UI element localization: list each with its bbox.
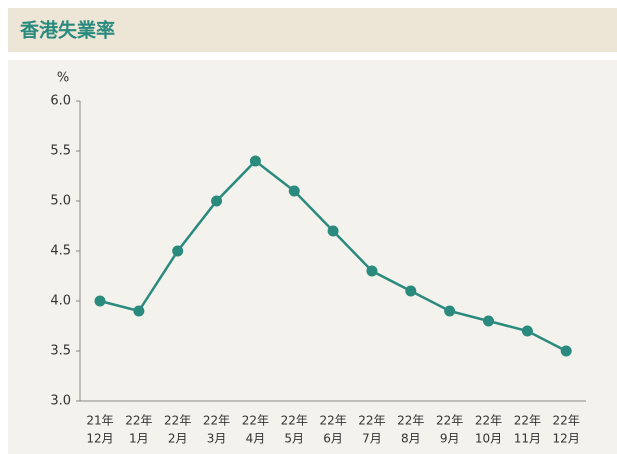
data-point (172, 245, 184, 257)
x-tick-label: 22年 (164, 414, 191, 428)
x-tick-label: 22年 (281, 414, 308, 428)
y-tick-label: 5.0 (50, 194, 71, 209)
data-point (521, 325, 533, 337)
x-tick-label: 12月 (86, 432, 113, 446)
x-tick-label: 10月 (475, 432, 502, 446)
x-tick-label: 22年 (397, 414, 424, 428)
plot-background (8, 60, 617, 454)
header-band (8, 8, 617, 52)
x-tick-label: 22年 (553, 414, 580, 428)
x-tick-label: 21年 (86, 414, 113, 428)
chart-title: 香港失業率 (19, 19, 115, 42)
x-tick-label: 8月 (401, 432, 421, 446)
y-tick-label: 3.0 (50, 394, 71, 409)
data-point (94, 295, 106, 307)
data-point (444, 305, 456, 317)
x-tick-label: 22年 (514, 414, 541, 428)
data-point (211, 195, 223, 207)
data-point (366, 265, 378, 277)
y-tick-label: 6.0 (50, 94, 71, 109)
x-tick-label: 12月 (553, 432, 580, 446)
x-tick-label: 22年 (358, 414, 385, 428)
x-tick-label: 22年 (203, 414, 230, 428)
x-tick-label: 2月 (168, 432, 188, 446)
x-tick-label: 6月 (323, 432, 343, 446)
x-tick-label: 22年 (436, 414, 463, 428)
x-tick-label: 5月 (284, 432, 304, 446)
y-tick-label: 4.5 (50, 244, 71, 259)
y-tick-label: 3.5 (50, 344, 71, 359)
x-tick-label: 22年 (475, 414, 502, 428)
data-point (288, 185, 300, 197)
y-axis-label: % (57, 71, 69, 86)
x-tick-label: 3月 (207, 432, 227, 446)
data-point (249, 155, 261, 167)
x-tick-label: 4月 (246, 432, 266, 446)
x-tick-label: 1月 (129, 432, 149, 446)
x-tick-label: 22年 (125, 414, 152, 428)
data-point (327, 225, 339, 237)
x-tick-label: 9月 (440, 432, 460, 446)
data-point (483, 315, 494, 327)
data-point (405, 285, 417, 297)
y-tick-label: 5.5 (50, 144, 71, 159)
y-tick-label: 4.0 (50, 294, 71, 309)
x-tick-label: 11月 (514, 432, 541, 446)
x-tick-label: 7月 (362, 432, 382, 446)
data-point (560, 345, 572, 357)
data-point (133, 305, 145, 317)
x-tick-label: 22年 (242, 414, 269, 428)
x-tick-label: 22年 (319, 414, 346, 428)
